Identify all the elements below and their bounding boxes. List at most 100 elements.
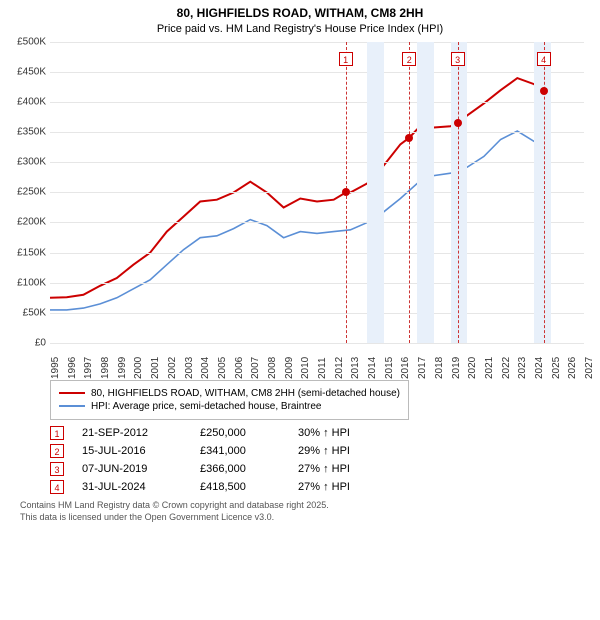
gridline: [50, 253, 584, 254]
x-axis-label: 2024: [534, 357, 545, 379]
y-axis-label: £250K: [10, 187, 46, 198]
shaded-band: [367, 42, 384, 343]
legend-item: HPI: Average price, semi-detached house,…: [59, 401, 400, 412]
chart-area: £0£50K£100K£150K£200K£250K£300K£350K£400…: [10, 42, 590, 372]
x-axis-labels: 1995199619971998199920002001200220032004…: [50, 344, 584, 372]
marker-icon: 2: [402, 52, 416, 66]
gridline: [50, 102, 584, 103]
x-axis-label: 2006: [234, 357, 245, 379]
transactions-table: 1 21-SEP-2012 £250,000 30% ↑ HPI 2 15-JU…: [50, 426, 580, 494]
shaded-band: [417, 42, 434, 343]
gridline: [50, 42, 584, 43]
x-axis-label: 1996: [67, 357, 78, 379]
y-axis-label: £400K: [10, 97, 46, 108]
x-axis-label: 2016: [400, 357, 411, 379]
x-axis-label: 2021: [484, 357, 495, 379]
marker-line: [458, 42, 459, 343]
cell-date: 07-JUN-2019: [82, 463, 182, 475]
x-axis-label: 2010: [300, 357, 311, 379]
marker-icon: 1: [50, 426, 64, 440]
cell-pct: 30% ↑ HPI: [298, 427, 388, 439]
gridline: [50, 162, 584, 163]
cell-pct: 29% ↑ HPI: [298, 445, 388, 457]
x-axis-label: 2011: [317, 357, 328, 379]
x-axis-label: 2019: [451, 357, 462, 379]
y-axis-label: £0: [10, 337, 46, 348]
x-axis-label: 2020: [467, 357, 478, 379]
legend-swatch: [59, 405, 85, 407]
x-axis-label: 2007: [250, 357, 261, 379]
x-axis-label: 2022: [501, 357, 512, 379]
gridline: [50, 132, 584, 133]
chart-container: 80, HIGHFIELDS ROAD, WITHAM, CM8 2HH Pri…: [0, 0, 600, 620]
cell-date: 31-JUL-2024: [82, 481, 182, 493]
data-point: [540, 87, 548, 95]
x-axis-label: 1998: [100, 357, 111, 379]
y-axis-label: £450K: [10, 66, 46, 77]
cell-date: 21-SEP-2012: [82, 427, 182, 439]
x-axis-label: 2026: [567, 357, 578, 379]
x-axis-label: 2015: [384, 357, 395, 379]
y-axis-label: £200K: [10, 217, 46, 228]
x-axis-label: 2014: [367, 357, 378, 379]
series-line: [50, 78, 551, 298]
gridline: [50, 283, 584, 284]
y-axis-label: £100K: [10, 277, 46, 288]
chart-title: 80, HIGHFIELDS ROAD, WITHAM, CM8 2HH Pri…: [10, 6, 590, 36]
data-point: [405, 134, 413, 142]
footer-attribution: Contains HM Land Registry data © Crown c…: [20, 500, 580, 523]
marker-icon: 4: [537, 52, 551, 66]
x-axis-label: 2005: [217, 357, 228, 379]
table-row: 1 21-SEP-2012 £250,000 30% ↑ HPI: [50, 426, 580, 440]
gridline: [50, 72, 584, 73]
legend-label: 80, HIGHFIELDS ROAD, WITHAM, CM8 2HH (se…: [91, 388, 400, 399]
title-line2: Price paid vs. HM Land Registry's House …: [10, 22, 590, 36]
x-axis-label: 2003: [184, 357, 195, 379]
table-row: 4 31-JUL-2024 £418,500 27% ↑ HPI: [50, 480, 580, 494]
x-axis-label: 2023: [517, 357, 528, 379]
cell-price: £418,500: [200, 481, 280, 493]
x-axis-label: 2008: [267, 357, 278, 379]
marker-icon: 1: [339, 52, 353, 66]
cell-price: £341,000: [200, 445, 280, 457]
x-axis-label: 2002: [167, 357, 178, 379]
data-point: [454, 119, 462, 127]
legend-item: 80, HIGHFIELDS ROAD, WITHAM, CM8 2HH (se…: [59, 388, 400, 399]
y-axis-label: £350K: [10, 127, 46, 138]
cell-pct: 27% ↑ HPI: [298, 463, 388, 475]
x-axis-label: 2027: [584, 357, 595, 379]
gridline: [50, 222, 584, 223]
marker-icon: 3: [451, 52, 465, 66]
x-axis-label: 2001: [150, 357, 161, 379]
x-axis-label: 2025: [551, 357, 562, 379]
x-axis-label: 2009: [284, 357, 295, 379]
marker-line: [409, 42, 410, 343]
marker-icon: 3: [50, 462, 64, 476]
gridline: [50, 192, 584, 193]
y-axis-label: £50K: [10, 307, 46, 318]
x-axis-label: 1997: [83, 357, 94, 379]
gridline: [50, 313, 584, 314]
cell-price: £250,000: [200, 427, 280, 439]
cell-date: 15-JUL-2016: [82, 445, 182, 457]
title-line1: 80, HIGHFIELDS ROAD, WITHAM, CM8 2HH: [10, 6, 590, 22]
footer-line1: Contains HM Land Registry data © Crown c…: [20, 500, 580, 512]
table-row: 2 15-JUL-2016 £341,000 29% ↑ HPI: [50, 444, 580, 458]
table-row: 3 07-JUN-2019 £366,000 27% ↑ HPI: [50, 462, 580, 476]
y-axis-label: £500K: [10, 36, 46, 47]
y-axis-label: £150K: [10, 247, 46, 258]
x-axis-label: 2013: [350, 357, 361, 379]
footer-line2: This data is licensed under the Open Gov…: [20, 512, 580, 524]
marker-icon: 4: [50, 480, 64, 494]
shaded-band: [451, 42, 468, 343]
x-axis-label: 1995: [50, 357, 61, 379]
data-point: [342, 188, 350, 196]
x-axis-label: 2017: [417, 357, 428, 379]
legend: 80, HIGHFIELDS ROAD, WITHAM, CM8 2HH (se…: [50, 380, 409, 420]
legend-label: HPI: Average price, semi-detached house,…: [91, 401, 322, 412]
x-axis-label: 2012: [334, 357, 345, 379]
cell-pct: 27% ↑ HPI: [298, 481, 388, 493]
plot-area: £0£50K£100K£150K£200K£250K£300K£350K£400…: [50, 42, 584, 344]
x-axis-label: 2018: [434, 357, 445, 379]
legend-swatch: [59, 392, 85, 394]
